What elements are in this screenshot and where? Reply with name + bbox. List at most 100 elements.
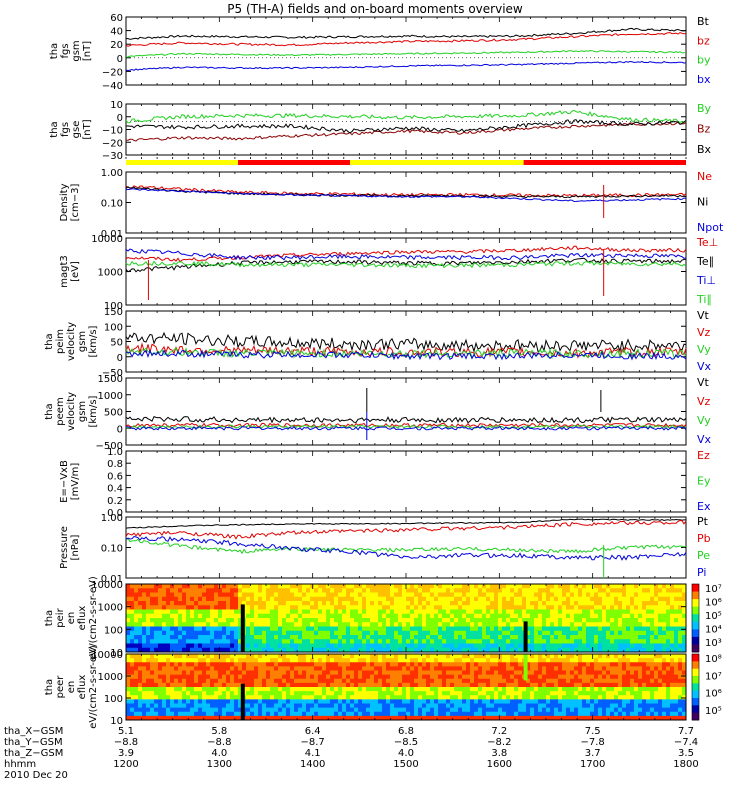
spectrogram-cell <box>626 639 630 644</box>
spectrogram-cell <box>214 635 218 640</box>
spectrogram-cell <box>494 662 498 667</box>
spectrogram-cell <box>146 679 150 684</box>
spectrogram-cell <box>494 699 498 704</box>
spectrogram-cell <box>534 597 538 602</box>
spectrogram-cell <box>402 622 406 627</box>
spectrogram-cell <box>502 704 506 709</box>
spectrogram-cell <box>206 695 210 700</box>
spectrogram-cell <box>598 597 602 602</box>
spectrogram-cell <box>466 635 470 640</box>
spectrogram-cell <box>226 658 230 663</box>
spectrogram-cell <box>134 691 138 696</box>
spectrogram-cell <box>226 601 230 606</box>
spectrogram-cell <box>518 588 522 593</box>
spectrogram-cell <box>310 687 314 692</box>
spectrogram-cell <box>486 699 490 704</box>
spectrogram-cell <box>206 691 210 696</box>
spectrogram-cell <box>194 605 198 610</box>
spectrogram-cell <box>170 584 174 589</box>
spectrogram-cell <box>546 687 550 692</box>
spectrogram-cell <box>638 588 642 593</box>
spectrogram-cell <box>594 635 598 640</box>
spectrogram-cell <box>430 635 434 640</box>
spectrogram-cell <box>330 584 334 589</box>
spectrogram-cell <box>318 662 322 667</box>
spectrogram-cell <box>378 614 382 619</box>
spectrogram-cell <box>438 699 442 704</box>
spectrogram-cell <box>222 712 226 717</box>
spectrogram-cell <box>474 699 478 704</box>
spectrogram-cell <box>562 622 566 627</box>
spectrogram-cell <box>598 610 602 615</box>
spectrogram-cell <box>546 627 550 632</box>
spectrogram-cell <box>194 597 198 602</box>
spectrogram-cell <box>218 695 222 700</box>
spectrogram-cell <box>126 691 130 696</box>
spectrogram-cell <box>478 679 482 684</box>
spectrogram-cell <box>214 666 218 671</box>
spectrogram-cell <box>158 622 162 627</box>
spectrogram-cell <box>162 644 166 649</box>
spectrogram-cell <box>454 584 458 589</box>
spectrogram-cell <box>190 695 194 700</box>
spectrogram-cell <box>610 631 614 636</box>
spectrogram-cell <box>502 662 506 667</box>
spectrogram-cell <box>266 631 270 636</box>
y-tick-label: 0.10 <box>101 199 123 210</box>
spectrogram-cell <box>490 584 494 589</box>
spectrogram-cell <box>346 712 350 717</box>
spectrogram-cell <box>158 679 162 684</box>
spectrogram-cell <box>318 712 322 717</box>
spectrogram-cell <box>226 662 230 667</box>
spectrogram-cell <box>442 622 446 627</box>
spectrogram-cell <box>206 627 210 632</box>
spectrogram-cell <box>210 631 214 636</box>
spectrogram-cell <box>326 691 330 696</box>
spectrogram-cell <box>486 695 490 700</box>
spectrogram-cell <box>178 639 182 644</box>
spectrogram-cell <box>218 614 222 619</box>
spectrogram-cell <box>134 687 138 692</box>
spectrogram-cell <box>322 683 326 688</box>
spectrogram-cell <box>434 627 438 632</box>
spectrogram-cell <box>174 588 178 593</box>
spectrogram-cell <box>646 597 650 602</box>
y-axis-label-part: velocity <box>66 392 77 431</box>
spectrogram-cell <box>382 671 386 676</box>
spectrogram-cell <box>166 639 170 644</box>
spectrogram-cell <box>674 627 678 632</box>
spectrogram-cell <box>158 675 162 680</box>
spectrogram-cell <box>330 712 334 717</box>
spectrogram-cell <box>430 644 434 649</box>
spectrogram-cell <box>558 699 562 704</box>
spectrogram-cell <box>542 614 546 619</box>
spectrogram-cell <box>134 605 138 610</box>
spectrogram-cell <box>358 584 362 589</box>
spectrogram-cell <box>518 605 522 610</box>
legend-label: Vt <box>697 376 710 389</box>
spectrogram-cell <box>254 605 258 610</box>
spectrogram-cell <box>226 679 230 684</box>
spectrogram-cell <box>418 708 422 713</box>
spectrogram-cell <box>342 584 346 589</box>
spectrogram-cell <box>438 622 442 627</box>
spectrogram-cell <box>330 605 334 610</box>
spectrogram-cell <box>370 639 374 644</box>
spectrogram-cell <box>326 601 330 606</box>
spectrogram-cell <box>402 593 406 598</box>
spectrogram-cell <box>666 614 670 619</box>
spectrogram-cell <box>574 654 578 659</box>
spectrogram-cell <box>318 675 322 680</box>
spectrogram-cell <box>314 631 318 636</box>
spectrogram-cell <box>622 614 626 619</box>
spectrogram-cell <box>566 593 570 598</box>
spectrogram-cell <box>586 622 590 627</box>
spectrogram-cell <box>578 627 582 632</box>
y-tick-label: 0 <box>117 54 123 65</box>
spectrogram-cell <box>414 666 418 671</box>
spectrogram-cell <box>162 671 166 676</box>
spectrogram-cell <box>426 708 430 713</box>
spectrogram-cell <box>442 635 446 640</box>
spectrogram-cell <box>150 635 154 640</box>
spectrogram-cell <box>666 584 670 589</box>
